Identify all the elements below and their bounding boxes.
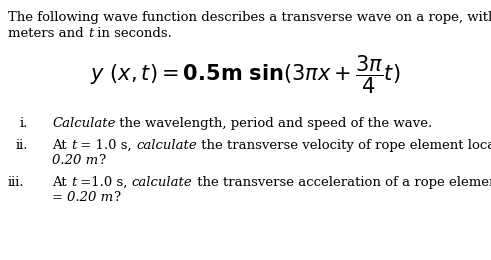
Text: meters and: meters and [8, 27, 88, 40]
Text: the transverse velocity of rope element located at: the transverse velocity of rope element … [197, 139, 491, 152]
Text: 0.20 m: 0.20 m [67, 191, 113, 204]
Text: = 1.0 s,: = 1.0 s, [76, 139, 136, 152]
Text: the wavelength, period and speed of the wave.: the wavelength, period and speed of the … [115, 117, 433, 130]
Text: =1.0 s,: =1.0 s, [76, 176, 132, 189]
Text: ?: ? [98, 154, 106, 167]
Text: t: t [71, 176, 76, 189]
Text: t: t [88, 27, 93, 40]
Text: At: At [52, 139, 71, 152]
Text: Calculate: Calculate [52, 117, 115, 130]
Text: $\mathit{y}\ (\mathit{x},\mathit{t}) = \mathbf{0.\!5m\ sin}(3\pi\mathit{x} + \df: $\mathit{y}\ (\mathit{x},\mathit{t}) = \… [90, 54, 400, 96]
Text: ii.: ii. [16, 139, 28, 152]
Text: 0.20 m: 0.20 m [52, 154, 98, 167]
Text: in seconds.: in seconds. [93, 27, 172, 40]
Text: calculate: calculate [136, 139, 197, 152]
Text: At: At [52, 176, 71, 189]
Text: ?: ? [113, 191, 121, 204]
Text: calculate: calculate [132, 176, 192, 189]
Text: iii.: iii. [7, 176, 24, 189]
Text: i.: i. [20, 117, 28, 130]
Text: t: t [71, 139, 76, 152]
Text: The following wave function describes a transverse wave on a rope, with: The following wave function describes a … [8, 11, 491, 24]
Text: the transverse acceleration of a rope element located at: the transverse acceleration of a rope el… [192, 176, 491, 189]
Text: =: = [52, 191, 67, 204]
